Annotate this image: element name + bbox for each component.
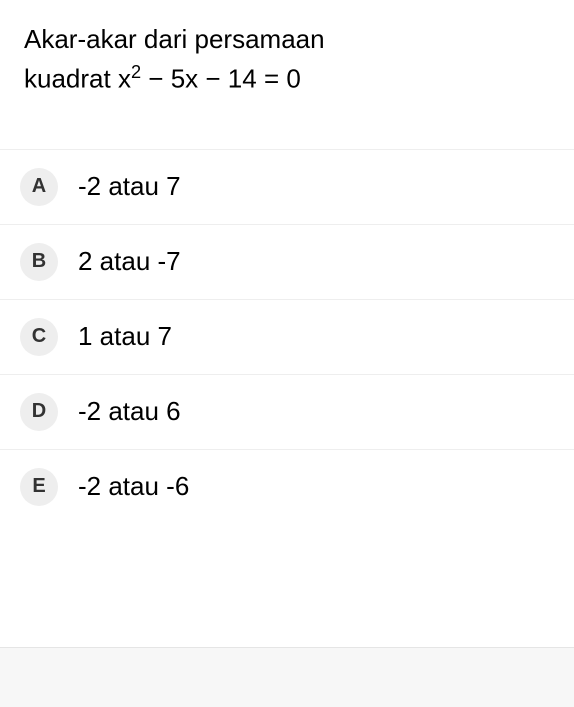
option-letter-e: E [20, 468, 58, 506]
question-line1: Akar-akar dari persamaan [24, 24, 325, 54]
option-letter-d: D [20, 393, 58, 431]
option-d[interactable]: D -2 atau 6 [0, 374, 574, 449]
question-exponent: 2 [131, 62, 141, 82]
option-a[interactable]: A -2 atau 7 [0, 149, 574, 224]
bottom-bar [0, 647, 574, 707]
question-container: Akar-akar dari persamaan kuadrat x2 − 5x… [0, 0, 574, 129]
option-text-c: 1 atau 7 [78, 321, 172, 352]
question-line2-suffix: − 5x − 14 = 0 [141, 64, 301, 94]
option-text-e: -2 atau -6 [78, 471, 189, 502]
question-line2-prefix: kuadrat x [24, 64, 131, 94]
option-text-b: 2 atau -7 [78, 246, 181, 277]
option-letter-c: C [20, 318, 58, 356]
option-letter-a: A [20, 168, 58, 206]
option-text-d: -2 atau 6 [78, 396, 181, 427]
options-container: A -2 atau 7 B 2 atau -7 C 1 atau 7 D -2 … [0, 149, 574, 524]
option-e[interactable]: E -2 atau -6 [0, 449, 574, 524]
question-text: Akar-akar dari persamaan kuadrat x2 − 5x… [24, 20, 550, 99]
option-c[interactable]: C 1 atau 7 [0, 299, 574, 374]
option-letter-b: B [20, 243, 58, 281]
option-b[interactable]: B 2 atau -7 [0, 224, 574, 299]
option-text-a: -2 atau 7 [78, 171, 181, 202]
